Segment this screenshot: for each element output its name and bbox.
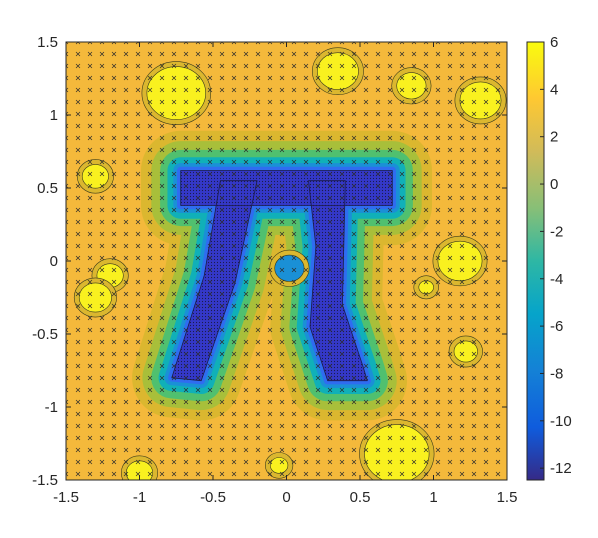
x-tick-label: -0.5 xyxy=(200,489,226,506)
y-tick-label: 0.5 xyxy=(37,180,58,197)
y-tick-label: -0.5 xyxy=(32,326,58,343)
y-tick-label: 1 xyxy=(50,107,58,124)
colorbar-tick-label: 0 xyxy=(550,176,558,193)
sample-markers xyxy=(66,42,507,480)
plot-area xyxy=(66,42,507,480)
colorbar-tick-label: 2 xyxy=(550,129,558,146)
colorbar-tick-label: -4 xyxy=(550,271,563,288)
colorbar: 6 4 2 0 -2 -4 -6 -8 -10 -12 xyxy=(526,34,572,481)
y-tick-label: 0 xyxy=(50,253,58,270)
colorbar-tick-label: 4 xyxy=(550,81,558,98)
x-tick-label: 1.5 xyxy=(497,489,518,506)
y-axis: 1.5 1 0.5 0 -0.5 -1 -1.5 xyxy=(32,34,507,489)
colorbar-ticks: 6 4 2 0 -2 -4 -6 -8 -10 -12 xyxy=(540,34,572,477)
x-tick-label: 0.5 xyxy=(350,489,371,506)
colorbar-tick-label: -8 xyxy=(550,365,563,382)
x-tick-label: -1.5 xyxy=(53,489,79,506)
x-tick-label: 0 xyxy=(282,489,290,506)
colorbar-tick-label: -12 xyxy=(550,460,572,477)
x-tick-label: 1 xyxy=(429,489,437,506)
colorbar-tick-label: -6 xyxy=(550,318,563,335)
y-tick-label: 1.5 xyxy=(37,34,58,51)
x-axis: -1.5 -1 -0.5 0 0.5 1 1.5 xyxy=(53,42,517,506)
colorbar-tick-label: 6 xyxy=(550,34,558,51)
y-tick-label: -1.5 xyxy=(32,472,58,489)
colorbar-tick-label: -10 xyxy=(550,413,572,430)
colorbar-tick-label: -2 xyxy=(550,223,563,240)
y-tick-label: -1 xyxy=(45,399,58,416)
x-tick-label: -1 xyxy=(133,489,146,506)
colorbar-gradient xyxy=(526,41,545,481)
